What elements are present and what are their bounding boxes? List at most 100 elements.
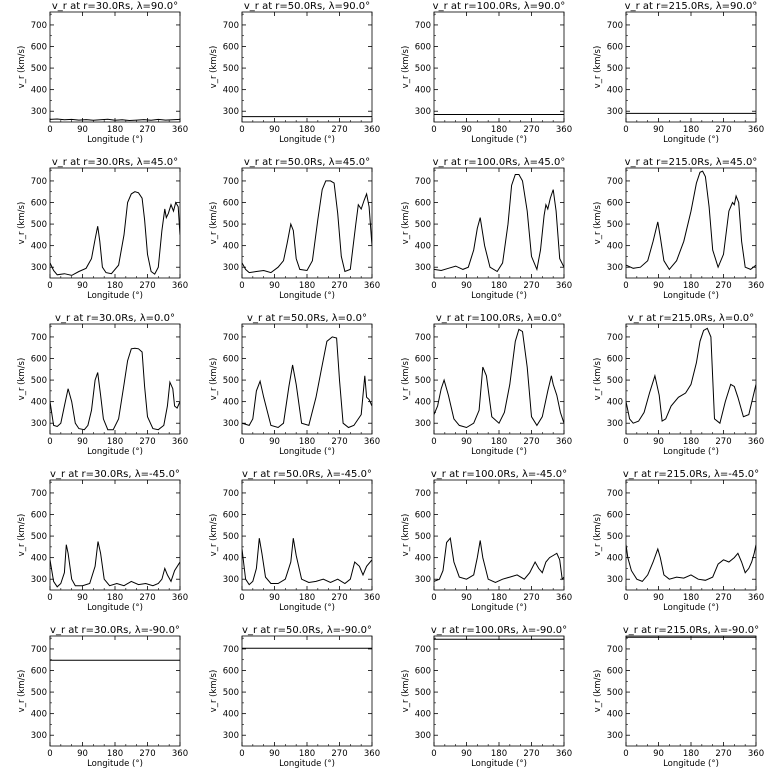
- x-axis-label: Longitude (°): [279, 135, 335, 145]
- x-axis-label: Longitude (°): [87, 447, 143, 457]
- chart-title: v_r at r=50.0Rs, λ=-90.0°: [242, 625, 372, 636]
- x-tick-label: 360: [556, 749, 572, 759]
- y-tick-label: 300: [223, 263, 239, 273]
- chart-panel: v_r at r=50.0Rs, λ=0.0° 0 90 180 270 360 300 40…: [209, 313, 380, 457]
- y-axis-label: v_r (km/s): [593, 202, 603, 245]
- x-tick-label: 270: [331, 437, 347, 447]
- y-axis-label: v_r (km/s): [17, 46, 27, 89]
- x-tick-label: 0: [623, 593, 628, 603]
- y-axis-label: v_r (km/s): [209, 202, 219, 245]
- x-axis-label: Longitude (°): [471, 135, 527, 145]
- y-tick-label: 500: [31, 220, 47, 230]
- y-axis-label: v_r (km/s): [593, 670, 603, 713]
- chart-panel: v_r at r=50.0Rs, λ=90.0° 0 90 180 270 360 300 4…: [209, 1, 380, 145]
- y-tick-label: 600: [223, 355, 239, 365]
- y-tick-label: 500: [31, 64, 47, 74]
- y-axis-label: v_r (km/s): [401, 358, 411, 401]
- y-tick-label: 500: [223, 532, 239, 542]
- x-tick-label: 270: [715, 281, 731, 291]
- plot-frame: [241, 635, 373, 747]
- x-tick-label: 0: [431, 281, 436, 291]
- y-tick-label: 400: [415, 242, 431, 252]
- x-tick-label: 360: [748, 125, 764, 135]
- x-tick-label: 90: [77, 749, 88, 759]
- y-tick-label: 300: [31, 731, 47, 741]
- x-tick-label: 180: [107, 749, 123, 759]
- y-tick-label: 400: [607, 710, 623, 720]
- y-tick-label: 400: [607, 86, 623, 96]
- x-tick-label: 360: [556, 125, 572, 135]
- x-tick-label: 360: [748, 437, 764, 447]
- x-tick-label: 180: [491, 749, 507, 759]
- x-axis-label: Longitude (°): [279, 759, 335, 768]
- x-tick-label: 0: [47, 125, 52, 135]
- y-tick-label: 600: [31, 511, 47, 521]
- y-tick-label: 400: [607, 242, 623, 252]
- plot-frame: [49, 323, 181, 435]
- x-tick-label: 0: [239, 749, 244, 759]
- x-tick-label: 270: [523, 593, 539, 603]
- y-axis-label: v_r (km/s): [401, 46, 411, 89]
- chart-title: v_r at r=50.0Rs, λ=90.0°: [244, 1, 370, 12]
- chart-title: v_r at r=215.0Rs, λ=-45.0°: [623, 469, 759, 480]
- y-tick-label: 700: [607, 177, 623, 187]
- y-tick-label: 400: [223, 86, 239, 96]
- x-axis-label: Longitude (°): [87, 135, 143, 145]
- y-tick-label: 700: [31, 177, 47, 187]
- y-tick-label: 400: [31, 398, 47, 408]
- x-tick-label: 90: [461, 125, 472, 135]
- chart-panel: v_r at r=215.0Rs, λ=0.0° 0 90 180 270 360 300 4…: [593, 313, 764, 457]
- x-tick-label: 180: [107, 593, 123, 603]
- y-tick-label: 600: [31, 667, 47, 677]
- y-tick-label: 600: [31, 43, 47, 53]
- y-tick-label: 500: [607, 220, 623, 230]
- x-tick-label: 270: [523, 281, 539, 291]
- series-line: [50, 541, 180, 588]
- plot-frame: [433, 635, 565, 747]
- x-tick-label: 270: [715, 125, 731, 135]
- chart-title: v_r at r=215.0Rs, λ=-90.0°: [623, 625, 759, 636]
- x-axis-label: Longitude (°): [471, 291, 527, 301]
- x-tick-label: 360: [556, 593, 572, 603]
- y-tick-label: 700: [223, 489, 239, 499]
- y-tick-label: 700: [223, 21, 239, 31]
- y-tick-label: 500: [223, 64, 239, 74]
- chart-panel: v_r at r=30.0Rs, λ=45.0° 0 90 180 270 360 300 4…: [17, 157, 188, 301]
- plot-frame: [241, 11, 373, 123]
- y-tick-label: 500: [415, 376, 431, 386]
- series-line: [626, 544, 756, 582]
- plot-frame: [625, 635, 757, 747]
- chart-panel: v_r at r=50.0Rs, λ=-45.0° 0 90 180 270 360 300…: [209, 469, 380, 613]
- x-tick-label: 270: [523, 437, 539, 447]
- x-tick-label: 180: [683, 281, 699, 291]
- x-tick-label: 90: [653, 593, 664, 603]
- x-tick-label: 270: [139, 281, 155, 291]
- y-tick-label: 300: [31, 419, 47, 429]
- chart-title: v_r at r=215.0Rs, λ=90.0°: [625, 1, 758, 12]
- chart-panel: v_r at r=215.0Rs, λ=90.0° 0 90 180 270 360 300…: [593, 1, 764, 145]
- x-tick-label: 360: [172, 749, 188, 759]
- y-tick-label: 600: [415, 355, 431, 365]
- x-tick-label: 360: [748, 281, 764, 291]
- y-axis-label: v_r (km/s): [593, 514, 603, 557]
- y-axis-label: v_r (km/s): [17, 202, 27, 245]
- x-tick-label: 90: [77, 593, 88, 603]
- x-tick-label: 360: [364, 281, 380, 291]
- x-axis-label: Longitude (°): [279, 291, 335, 301]
- chart-panel: v_r at r=100.0Rs, λ=-45.0° 0 90 180 270 360 30…: [401, 469, 572, 613]
- y-tick-label: 600: [415, 511, 431, 521]
- y-axis-label: v_r (km/s): [209, 670, 219, 713]
- y-tick-label: 600: [415, 43, 431, 53]
- chart-title: v_r at r=100.0Rs, λ=45.0°: [433, 157, 566, 168]
- y-tick-label: 400: [607, 398, 623, 408]
- y-tick-label: 600: [415, 199, 431, 209]
- x-tick-label: 270: [139, 593, 155, 603]
- x-tick-label: 90: [269, 281, 280, 291]
- y-axis-label: v_r (km/s): [401, 202, 411, 245]
- chart-title: v_r at r=30.0Rs, λ=-90.0°: [50, 625, 180, 636]
- plot-frame: [49, 635, 181, 747]
- x-tick-label: 270: [715, 437, 731, 447]
- y-axis-label: v_r (km/s): [209, 46, 219, 89]
- y-tick-label: 300: [31, 575, 47, 585]
- x-tick-label: 90: [653, 281, 664, 291]
